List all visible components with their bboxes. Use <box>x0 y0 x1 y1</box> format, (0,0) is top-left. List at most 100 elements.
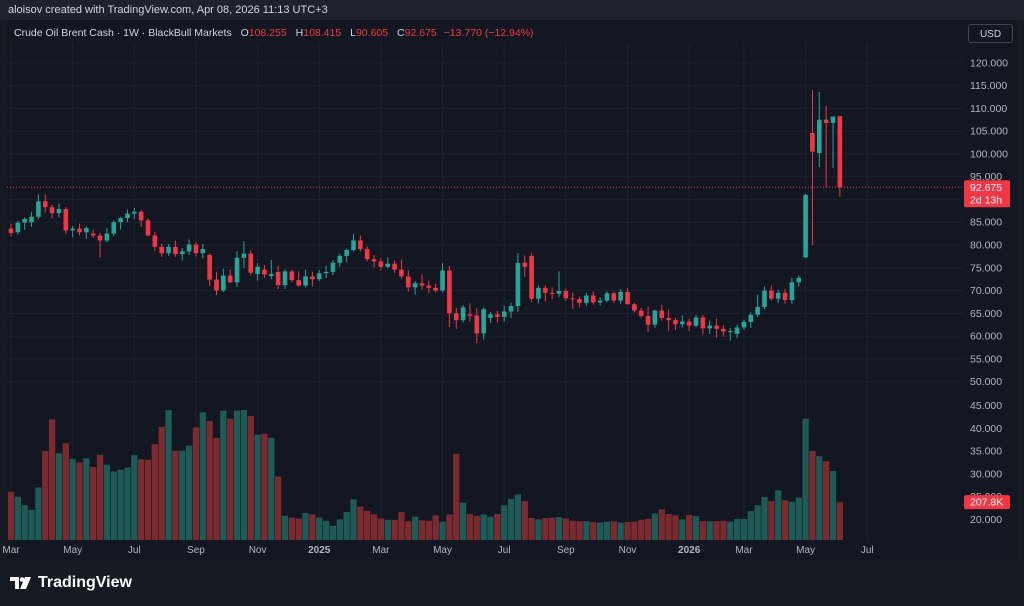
tradingview-logo[interactable]: TradingView <box>10 574 132 592</box>
volume-bar <box>336 519 343 540</box>
candle-body <box>111 222 117 234</box>
candle-body <box>659 310 665 318</box>
volume-bar <box>233 410 241 540</box>
volume-bar <box>747 511 754 540</box>
candle-body <box>173 246 178 255</box>
bar-countdown-label: 2d 13h <box>970 194 1002 206</box>
volume-bar <box>617 522 624 540</box>
volume-tick-label: 40.000 <box>970 423 1002 435</box>
time-tick-label: Sep <box>557 545 575 556</box>
volume-bar <box>740 518 748 540</box>
candle-body <box>125 213 130 219</box>
candle-body <box>769 290 774 299</box>
candle-body <box>358 240 363 250</box>
candle-body <box>508 306 514 312</box>
price-axis[interactable]: 120.000 115.000 110.000 105.000 100.000 95.00… <box>964 57 1010 526</box>
candle-body <box>159 246 164 254</box>
volume-bar <box>425 520 432 540</box>
candle-body <box>536 287 541 299</box>
volume-bar <box>576 521 583 540</box>
symbol-title: Crude Oil Brent Cash · 1W · BlackBull Ma… <box>14 27 232 39</box>
candle-body <box>460 307 466 321</box>
chart-caption: aloisov created with TradingView.com, Ap… <box>8 4 328 16</box>
volume-tick-label: 35.000 <box>970 446 1002 458</box>
open-key: O <box>240 27 249 39</box>
volume-bar <box>507 498 515 540</box>
volume-bar <box>679 519 686 540</box>
volume-bar <box>350 499 357 540</box>
candle-body <box>543 287 548 293</box>
volume-bar <box>644 518 652 540</box>
low-value: 90.605 <box>355 27 389 39</box>
volume-bar <box>302 513 309 540</box>
candlesticks <box>8 90 843 344</box>
volume-bar <box>699 521 706 540</box>
volume-bar <box>459 502 467 540</box>
price-chart[interactable]: 120.000 115.000 110.000 105.000 100.000 95.00… <box>0 0 1024 560</box>
candle-body <box>515 262 521 307</box>
candle-body <box>207 255 212 280</box>
volume-bar <box>103 464 111 540</box>
time-tick-label: 2025 <box>308 545 331 556</box>
price-tick-label: 115.000 <box>970 80 1007 92</box>
time-tick-label: Sep <box>187 545 205 556</box>
volume-bar <box>521 501 528 540</box>
candle-body <box>49 207 55 214</box>
candle-body <box>549 292 555 294</box>
volume-bar <box>775 490 782 540</box>
candle-body <box>269 274 274 276</box>
price-tick-label: 60.000 <box>970 331 1002 343</box>
candle-body <box>275 271 281 286</box>
time-axis[interactable]: Mar May Jul Sep Nov 2025 Mar May Jul Sep Nov 2026 Ma… <box>2 545 873 556</box>
candle-body <box>810 132 815 152</box>
candle-body <box>645 316 651 325</box>
time-tick-label: Jul <box>128 545 141 556</box>
volume-bar <box>809 451 816 540</box>
candle-body <box>680 321 685 325</box>
candle-body <box>618 291 623 301</box>
volume-bar <box>261 433 268 540</box>
volume-bar <box>83 458 90 540</box>
candle-body <box>577 299 582 303</box>
volume-bar <box>823 461 830 540</box>
candle-body <box>193 244 199 254</box>
close-value: 92.675 <box>404 27 437 39</box>
volume-bar <box>706 521 713 540</box>
volume-bar <box>7 491 15 540</box>
candle-body <box>775 292 781 299</box>
volume-bar <box>62 443 69 540</box>
volume-bar <box>185 445 193 540</box>
currency-button[interactable]: USD <box>968 24 1013 43</box>
price-tick-label: 70.000 <box>970 285 1002 297</box>
candle-body <box>104 233 110 241</box>
top-bar: aloisov created with TradingView.com, Ap… <box>0 0 1024 20</box>
candle-body <box>371 259 377 262</box>
volume-bar <box>144 459 152 540</box>
volume-bar <box>603 521 611 540</box>
volume-bar <box>439 521 446 540</box>
volume-bar <box>836 502 843 540</box>
price-tick-label: 100.000 <box>970 148 1008 160</box>
volume-bar <box>590 522 597 540</box>
change-value: −13.770 (−12.94%) <box>443 27 534 39</box>
last-price-label: 92.675 <box>970 182 1002 194</box>
volume-bar <box>473 515 480 540</box>
candle-body <box>323 271 329 274</box>
time-tick-label: Nov <box>619 545 637 556</box>
volume-bar <box>192 427 200 540</box>
volume-bar <box>562 518 569 540</box>
candle-body <box>97 235 103 241</box>
volume-bar <box>48 419 56 540</box>
volume-bar <box>412 516 419 540</box>
volume-bar <box>227 418 234 540</box>
volume-bar <box>528 518 535 540</box>
candle-body <box>234 257 240 283</box>
volume-bar <box>179 450 186 540</box>
candle-body <box>584 295 589 303</box>
volume-bar <box>672 515 679 540</box>
candle-body <box>611 293 617 301</box>
candle-body <box>453 313 459 321</box>
candle-body <box>337 255 343 263</box>
volume-bar <box>240 410 248 540</box>
volume-bar <box>405 521 412 540</box>
